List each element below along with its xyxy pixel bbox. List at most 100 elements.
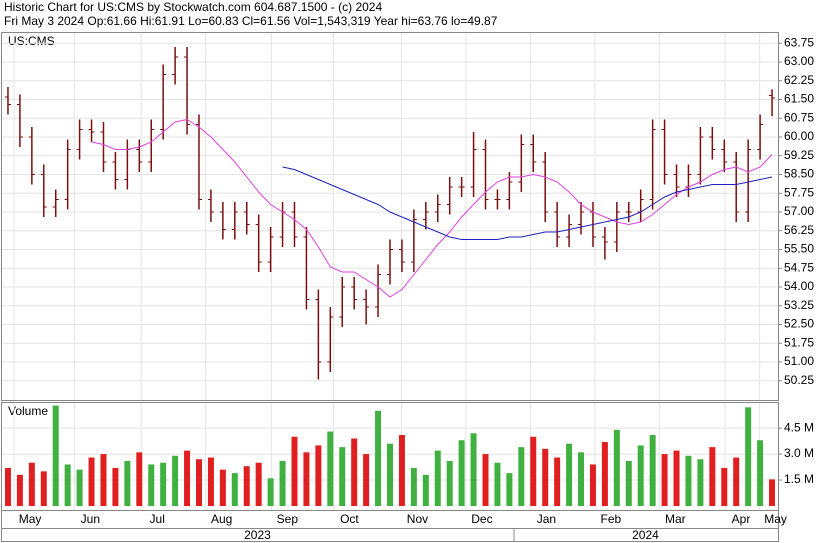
y-tick-label: 51.75	[784, 335, 814, 349]
year-label: 2024	[632, 528, 659, 542]
x-tick-label: Jan	[537, 512, 556, 526]
x-tick-label: Aug	[211, 512, 232, 526]
volume-bar	[410, 467, 417, 506]
y-tick-label: 63.00	[784, 54, 814, 68]
y-tick-label: 56.25	[784, 223, 814, 237]
volume-bar	[28, 462, 35, 506]
volume-bar	[136, 452, 143, 506]
volume-bar	[315, 445, 322, 506]
volume-bar	[721, 467, 728, 506]
volume-bar	[494, 462, 501, 506]
volume-bar	[243, 466, 250, 506]
y-tick-label: 52.50	[784, 317, 814, 331]
volume-bar	[76, 469, 83, 506]
volume-bar	[661, 454, 668, 506]
x-tick-label: Sep	[277, 512, 299, 526]
x-tick-label: Oct	[340, 512, 359, 526]
volume-bar	[613, 429, 620, 506]
volume-bar	[291, 436, 298, 506]
volume-bar	[482, 454, 489, 506]
volume-bar	[363, 454, 370, 506]
y-tick-label: 58.50	[784, 167, 814, 181]
volume-bar	[112, 467, 119, 506]
x-tick-label: Mar	[665, 512, 686, 526]
moving-average	[282, 166, 773, 240]
y-tick-label: 55.50	[784, 242, 814, 256]
volume-bar	[219, 469, 226, 506]
volume-bar	[184, 450, 191, 506]
volume-bar	[255, 462, 262, 506]
volume-bar	[88, 457, 95, 506]
volume-bar	[64, 464, 71, 506]
year-label: 2023	[244, 528, 271, 542]
price-panel	[1, 32, 779, 401]
volume-bar	[470, 433, 477, 506]
volume-bar	[649, 435, 656, 506]
volume-bar	[231, 473, 238, 506]
volume-bar	[148, 464, 155, 506]
y-tick-label: 4.5 M	[784, 420, 814, 434]
x-tick-label: Jun	[81, 512, 100, 526]
volume-bar	[434, 450, 441, 506]
volume-bar	[673, 450, 680, 506]
volume-bar	[172, 455, 179, 506]
volume-bar	[124, 460, 131, 506]
volume-bar	[554, 457, 561, 506]
volume-bar	[506, 473, 513, 506]
volume-bar	[398, 435, 405, 506]
volume-bar	[422, 474, 429, 506]
year-row	[1, 528, 779, 542]
volume-bar	[578, 452, 585, 506]
volume-bar	[566, 443, 573, 506]
y-tick-label: 53.25	[784, 298, 814, 312]
volume-bar	[4, 467, 11, 506]
x-tick-label: Jul	[150, 512, 165, 526]
volume-bar	[589, 464, 596, 506]
y-tick-label: 62.25	[784, 73, 814, 87]
volume-bar	[207, 457, 214, 506]
volume-bar	[733, 457, 740, 506]
x-tick-label: May	[764, 512, 787, 526]
x-tick-label: Dec	[471, 512, 492, 526]
y-tick-label: 51.00	[784, 354, 814, 368]
y-tick-label: 1.5 M	[784, 472, 814, 486]
volume-bar	[195, 459, 202, 506]
y-tick-label: 54.00	[784, 279, 814, 293]
volume-bar	[160, 462, 167, 506]
volume-bar	[518, 447, 525, 506]
x-tick-label: Feb	[601, 512, 622, 526]
x-tick-label: May	[19, 512, 42, 526]
volume-bar	[40, 471, 47, 506]
volume-bar	[637, 445, 644, 506]
y-tick-label: 3.0 M	[784, 446, 814, 460]
volume-bar	[351, 438, 358, 506]
volume-bar	[530, 436, 537, 506]
volume-bar	[52, 405, 59, 506]
volume-bar	[446, 460, 453, 506]
y-tick-label: 61.50	[784, 92, 814, 106]
y-tick-label: 57.00	[784, 204, 814, 218]
moving-average	[91, 118, 773, 298]
chart-title: Historic Chart for US:CMS by Stockwatch.…	[4, 0, 382, 14]
volume-bar	[303, 452, 310, 506]
y-tick-label: 57.75	[784, 185, 814, 199]
symbol-label: US:CMS	[8, 34, 55, 48]
volume-bar	[601, 441, 608, 506]
x-tick-label: Nov	[407, 512, 428, 526]
volume-bar	[625, 460, 632, 506]
volume-bar	[279, 460, 286, 506]
y-tick-label: 60.75	[784, 110, 814, 124]
chart-subtitle: Fri May 3 2024 Op:61.66 Hi:61.91 Lo=60.8…	[4, 14, 498, 28]
y-tick-label: 59.25	[784, 148, 814, 162]
y-tick-label: 60.00	[784, 129, 814, 143]
volume-bar	[267, 478, 274, 506]
volume-label: Volume	[8, 404, 48, 418]
volume-bar	[100, 454, 107, 506]
x-tick-label: Apr	[732, 512, 751, 526]
volume-bar	[16, 474, 23, 506]
y-tick-label: 63.75	[784, 35, 814, 49]
volume-bar	[745, 407, 752, 506]
volume-bar	[339, 447, 346, 506]
volume-bar	[387, 443, 393, 506]
